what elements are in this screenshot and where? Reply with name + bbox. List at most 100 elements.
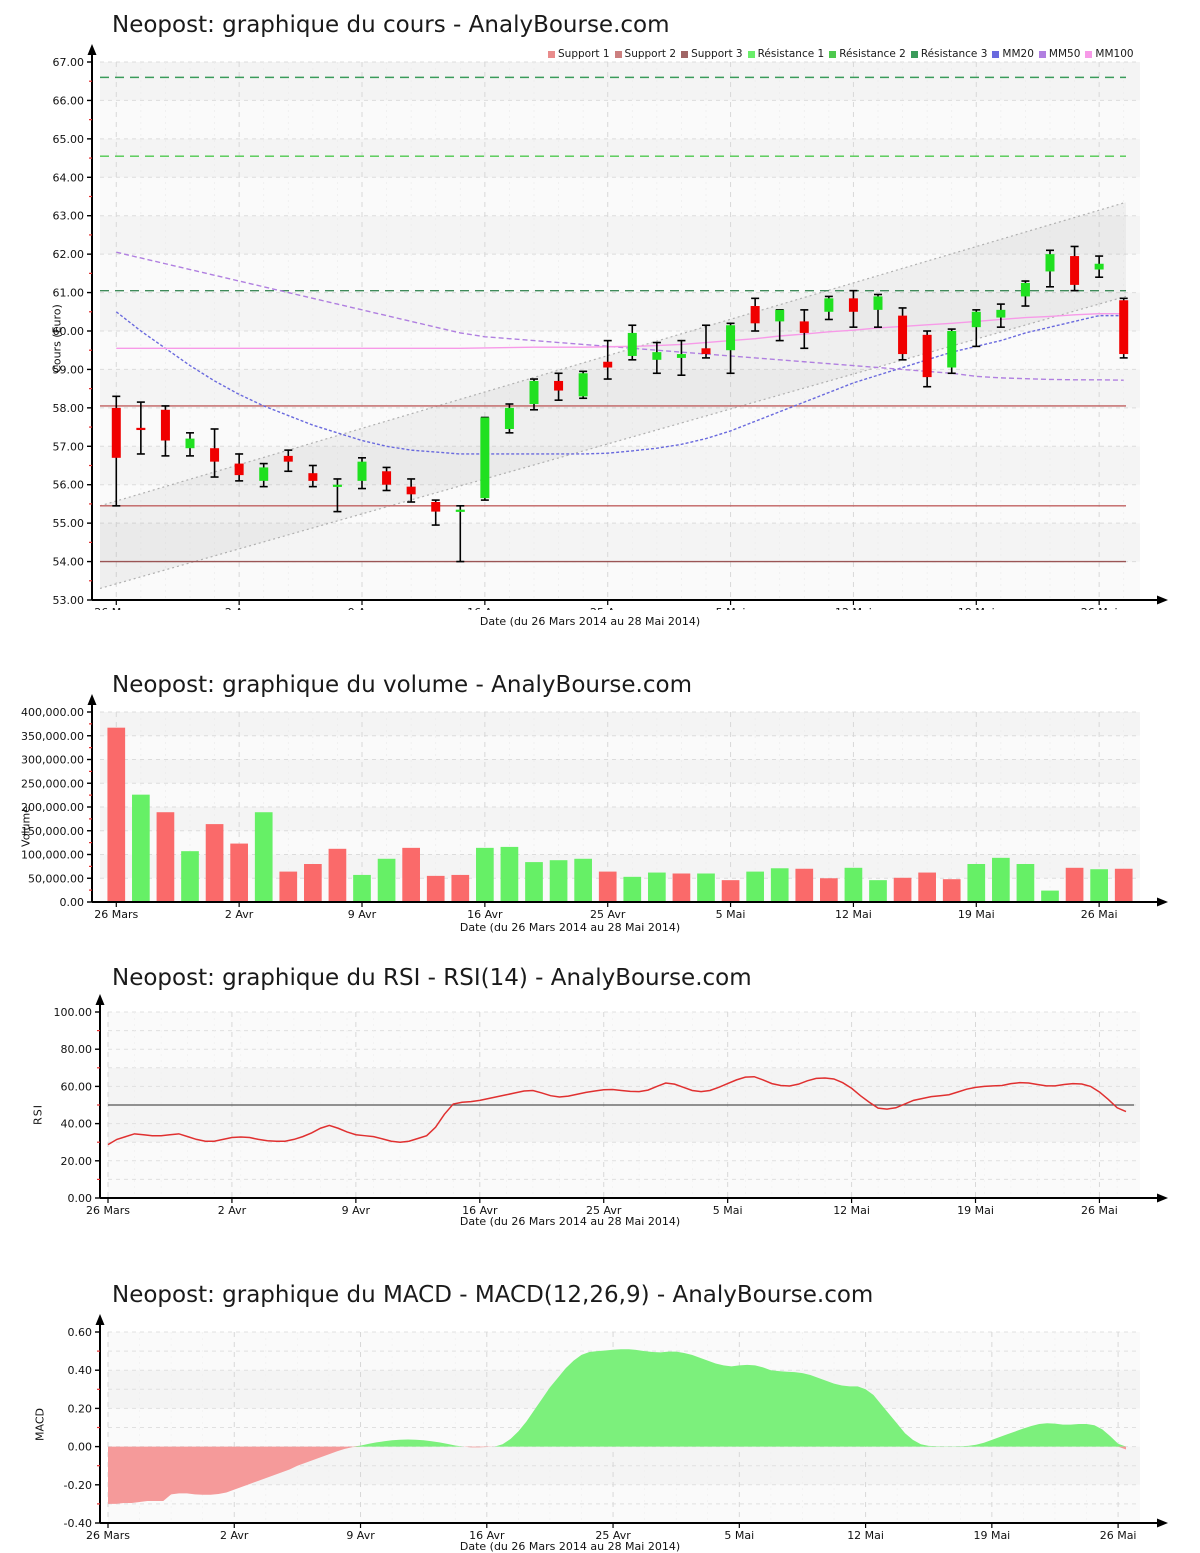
svg-text:55.00: 55.00 (53, 517, 85, 530)
svg-text:2 Avr: 2 Avr (220, 1529, 249, 1542)
macd-chart-panel: Neopost: graphique du MACD - MACD(12,26,… (0, 1270, 1200, 1553)
svg-text:200,000.00: 200,000.00 (21, 801, 84, 814)
price-chart-legend: Support 1 Support 2 Support 3 Résistance… (548, 48, 1139, 60)
svg-text:0.00: 0.00 (68, 1192, 93, 1205)
svg-text:66.00: 66.00 (53, 94, 85, 107)
legend-swatch-icon (614, 50, 622, 58)
svg-text:56.00: 56.00 (53, 479, 85, 492)
price-chart-canvas[interactable]: 53.00 54.00 55.00 56.00 57.00 58.00 59.00 60.00… (0, 0, 1200, 610)
svg-text:12 Mai: 12 Mai (833, 1204, 870, 1217)
svg-text:19 Mai: 19 Mai (973, 1529, 1010, 1542)
price-x-axis-label: Date (du 26 Mars 2014 au 28 Mai 2014) (479, 615, 701, 628)
legend-item-mm50: MM50 (1038, 48, 1081, 60)
svg-text:5 Mai: 5 Mai (724, 1529, 754, 1542)
volume-chart-canvas[interactable]: 0.00 50,000.00 100,000.00 150,000.00 200,000… (0, 640, 1200, 930)
svg-text:50,000.00: 50,000.00 (28, 872, 84, 885)
legend-swatch-icon (681, 50, 689, 58)
svg-text:59.00: 59.00 (53, 363, 85, 376)
svg-text:9 Avr: 9 Avr (346, 1529, 375, 1542)
svg-text:26 Mai: 26 Mai (1081, 606, 1118, 610)
price-chart-panel: Neopost: graphique du cours - AnalyBours… (0, 0, 1200, 640)
svg-text:57.00: 57.00 (53, 440, 85, 453)
svg-text:5 Mai: 5 Mai (716, 606, 746, 610)
legend-item-resistance-1: Résistance 1 (747, 48, 825, 60)
svg-text:80.00: 80.00 (61, 1043, 93, 1056)
legend-item-mm20: MM20 (992, 48, 1034, 60)
svg-text:-0.40: -0.40 (64, 1517, 92, 1530)
legend-label: MM50 (1048, 48, 1081, 60)
svg-text:0.40: 0.40 (68, 1364, 93, 1377)
rsi-chart-title: Neopost: graphique du RSI - RSI(14) - An… (112, 965, 752, 991)
svg-text:0.60: 0.60 (68, 1326, 93, 1339)
svg-text:150,000.00: 150,000.00 (21, 825, 84, 838)
svg-text:61.00: 61.00 (53, 287, 85, 300)
legend-label: Support 1 (558, 48, 610, 60)
legend-label: Support 2 (624, 48, 677, 60)
legend-swatch-icon (829, 50, 837, 58)
legend-swatch-icon (992, 50, 1000, 58)
svg-text:20.00: 20.00 (61, 1155, 93, 1168)
rsi-x-axis-label: Date (du 26 Mars 2014 au 28 Mai 2014) (459, 1215, 681, 1228)
legend-item-mm100: MM100 (1085, 48, 1134, 60)
svg-text:100.00: 100.00 (54, 1006, 93, 1019)
svg-text:26 Mars: 26 Mars (86, 1204, 130, 1217)
svg-text:60.00: 60.00 (53, 325, 85, 338)
svg-text:2 Avr: 2 Avr (218, 1204, 247, 1217)
legend-swatch-icon (548, 50, 555, 58)
legend-item-support-2: Support 2 (614, 48, 677, 60)
svg-text:2 Avr: 2 Avr (225, 908, 254, 921)
svg-text:5 Mai: 5 Mai (713, 1204, 743, 1217)
svg-text:12 Mai: 12 Mai (835, 908, 872, 921)
legend-item-resistance-3: Résistance 3 (910, 48, 988, 60)
svg-text:19 Mai: 19 Mai (958, 606, 995, 610)
svg-text:67.00: 67.00 (53, 56, 85, 69)
legend-item-resistance-2: Résistance 2 (829, 48, 906, 60)
svg-text:58.00: 58.00 (53, 402, 85, 415)
legend-swatch-icon (910, 50, 918, 58)
legend-label: Résistance 2 (839, 48, 906, 60)
legend-label: Résistance 3 (920, 48, 988, 60)
svg-text:2 Avr: 2 Avr (225, 606, 254, 610)
svg-text:26 Mai: 26 Mai (1100, 1529, 1137, 1542)
macd-chart-canvas[interactable]: -0.40 -0.20 0.00 0.20 0.40 0.60 26 Mars 2 Avr 9 … (0, 1270, 1200, 1545)
legend-label: MM20 (1002, 48, 1034, 60)
svg-text:64.00: 64.00 (53, 171, 85, 184)
macd-chart-title: Neopost: graphique du MACD - MACD(12,26,… (112, 1282, 874, 1308)
svg-text:26 Mars: 26 Mars (94, 606, 138, 610)
svg-text:40.00: 40.00 (61, 1118, 93, 1131)
svg-text:350,000.00: 350,000.00 (21, 730, 84, 743)
svg-text:65.00: 65.00 (53, 133, 85, 146)
svg-text:0.00: 0.00 (60, 896, 85, 909)
svg-text:60.00: 60.00 (61, 1080, 93, 1093)
svg-text:9 Avr: 9 Avr (342, 1204, 371, 1217)
svg-text:-0.20: -0.20 (64, 1479, 92, 1492)
legend-swatch-icon (1085, 50, 1093, 58)
svg-text:16 Avr: 16 Avr (467, 908, 503, 921)
volume-chart-title: Neopost: graphique du volume - AnalyBour… (112, 672, 692, 698)
svg-text:16 Avr: 16 Avr (469, 1529, 505, 1542)
svg-text:26 Mai: 26 Mai (1081, 1204, 1118, 1217)
svg-text:54.00: 54.00 (53, 556, 85, 569)
rsi-chart-panel: Neopost: graphique du RSI - RSI(14) - An… (0, 950, 1200, 1270)
svg-text:12 Mai: 12 Mai (835, 606, 872, 610)
svg-text:5 Mai: 5 Mai (716, 908, 746, 921)
svg-text:0.20: 0.20 (68, 1402, 93, 1415)
svg-text:19 Mai: 19 Mai (957, 1204, 994, 1217)
svg-text:62.00: 62.00 (53, 248, 85, 261)
legend-item-support-3: Support 3 (681, 48, 743, 60)
rsi-chart-canvas[interactable]: 0.00 20.00 40.00 60.00 80.00 100.00 26 Mars 2 A… (0, 950, 1200, 1230)
svg-text:53.00: 53.00 (53, 594, 85, 607)
svg-text:26 Mars: 26 Mars (86, 1529, 130, 1542)
svg-text:26 Mai: 26 Mai (1081, 908, 1118, 921)
legend-swatch-icon (747, 50, 755, 58)
svg-text:400,000.00: 400,000.00 (21, 706, 84, 719)
volume-chart-panel: Neopost: graphique du volume - AnalyBour… (0, 640, 1200, 950)
legend-item-support-1: Support 1 (548, 48, 610, 60)
svg-text:16 Avr: 16 Avr (467, 606, 503, 610)
volume-x-axis-label: Date (du 26 Mars 2014 au 28 Mai 2014) (459, 921, 681, 934)
svg-text:0.00: 0.00 (68, 1441, 93, 1454)
price-chart-title: Neopost: graphique du cours - AnalyBours… (112, 12, 670, 38)
legend-label: Résistance 1 (757, 48, 825, 60)
legend-label: Support 3 (691, 48, 743, 60)
svg-text:9 Avr: 9 Avr (348, 606, 377, 610)
